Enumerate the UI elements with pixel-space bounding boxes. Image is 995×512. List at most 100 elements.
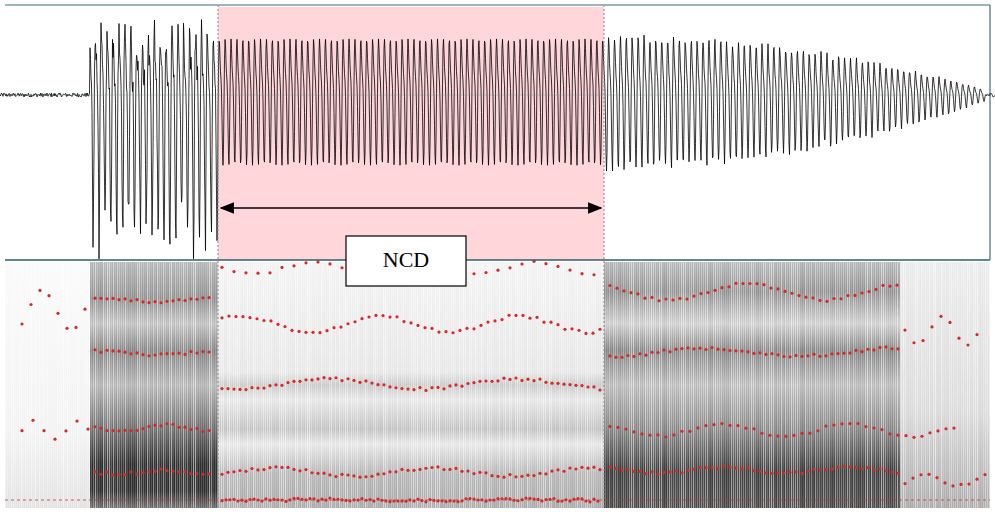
formant-dot xyxy=(550,470,553,473)
striation xyxy=(255,262,256,508)
formant-dot xyxy=(884,345,887,348)
formant-dot xyxy=(622,289,625,292)
formant-dot xyxy=(420,499,423,502)
formant-dot xyxy=(117,429,120,432)
formant-dot xyxy=(586,467,589,470)
formant-dot xyxy=(650,351,653,354)
formant-dot xyxy=(165,469,168,472)
formant-dot xyxy=(123,473,126,476)
striation xyxy=(691,262,692,508)
striation xyxy=(237,262,238,508)
formant-dot xyxy=(472,472,475,475)
striation xyxy=(933,262,934,508)
formant-dot xyxy=(292,497,295,500)
striation xyxy=(313,262,314,508)
formant-dot xyxy=(232,470,235,473)
formant-dot xyxy=(508,266,511,269)
formant-dot xyxy=(734,349,737,352)
striation xyxy=(921,262,922,508)
baseline-track xyxy=(5,500,990,501)
formant-dot xyxy=(848,422,851,425)
formant-dot xyxy=(238,469,241,472)
striation xyxy=(497,262,498,508)
striation xyxy=(703,262,704,508)
frame-top xyxy=(5,4,990,5)
formant-dot xyxy=(520,262,523,265)
striation xyxy=(403,262,404,508)
formant-dot xyxy=(159,467,162,470)
striation xyxy=(951,262,952,508)
striation xyxy=(849,262,850,508)
formant-dot xyxy=(632,470,635,473)
striation xyxy=(429,262,430,508)
formant-dot xyxy=(53,438,56,441)
formant-dot xyxy=(706,291,709,294)
striation xyxy=(419,262,420,508)
formant-dot xyxy=(367,315,370,318)
striation xyxy=(41,262,42,508)
formant-dot xyxy=(680,471,683,474)
striation xyxy=(567,262,568,508)
formant-dot xyxy=(832,297,835,300)
striation xyxy=(899,262,900,508)
formant-dot xyxy=(710,346,713,349)
striation xyxy=(765,262,766,508)
formant-dot xyxy=(615,287,618,290)
formant-dot xyxy=(842,352,845,355)
formant-dot xyxy=(75,420,78,423)
striation xyxy=(773,262,774,508)
striation xyxy=(963,262,964,508)
formant-dot xyxy=(536,498,539,501)
striation xyxy=(737,262,738,508)
striation xyxy=(707,262,708,508)
formant-dot xyxy=(836,465,839,468)
formant-dot xyxy=(574,384,577,387)
formant-dot xyxy=(322,376,325,379)
formant-dot xyxy=(840,422,843,425)
striation xyxy=(579,262,580,508)
formant-dot xyxy=(65,327,68,330)
striation xyxy=(211,262,212,508)
formant-dot xyxy=(797,294,800,297)
striation xyxy=(65,262,66,508)
formant-dot xyxy=(490,380,493,383)
striation xyxy=(815,262,816,508)
formant-dot xyxy=(286,466,289,469)
striation xyxy=(321,262,322,508)
formant-dot xyxy=(720,286,723,289)
striation xyxy=(749,262,750,508)
striation xyxy=(731,262,732,508)
striation xyxy=(983,262,984,508)
formant-dot xyxy=(782,355,785,358)
formant-dot xyxy=(256,386,259,389)
striation xyxy=(905,262,906,508)
striation xyxy=(979,262,980,508)
formant-dot xyxy=(400,387,403,390)
striation xyxy=(139,262,140,508)
formant-dot xyxy=(629,291,632,294)
formant-dot xyxy=(685,298,688,301)
formant-dot xyxy=(762,283,765,286)
formant-dot xyxy=(640,432,643,435)
formant-dot xyxy=(664,297,667,300)
formant-dot xyxy=(692,347,695,350)
formant-dot xyxy=(650,470,653,473)
formant-dot xyxy=(227,314,230,317)
boundary-left xyxy=(218,5,219,508)
formant-dot xyxy=(943,481,946,484)
formant-dot xyxy=(740,467,743,470)
formant-dot xyxy=(376,473,379,476)
label-text: NCD xyxy=(383,247,429,272)
striation xyxy=(207,262,208,508)
formant-dot xyxy=(716,348,719,351)
formant-dot xyxy=(189,472,192,475)
formant-dot xyxy=(484,379,487,382)
formant-dot xyxy=(268,271,271,274)
formant-dot xyxy=(734,282,737,285)
formant-dot xyxy=(866,348,869,351)
formant-dot xyxy=(562,383,565,386)
formant-dot xyxy=(538,377,541,380)
striation xyxy=(617,262,618,508)
striation xyxy=(267,262,268,508)
formant-dot xyxy=(177,352,180,355)
